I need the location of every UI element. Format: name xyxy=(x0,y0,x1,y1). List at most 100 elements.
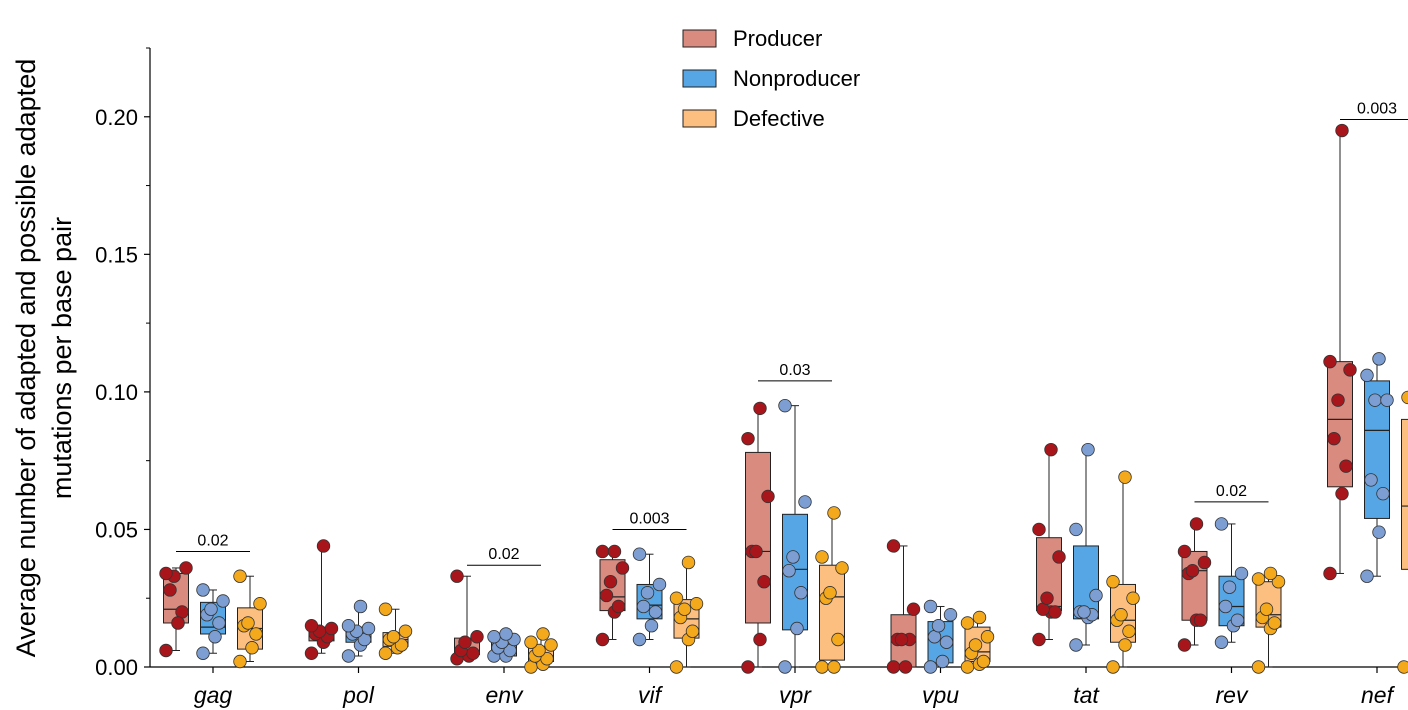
box-group xyxy=(1106,470,1140,674)
data-point xyxy=(466,646,480,660)
y-tick-label: 0.10 xyxy=(95,380,138,405)
data-point xyxy=(458,635,472,649)
data-point xyxy=(1193,613,1208,627)
data-point xyxy=(249,627,263,641)
x-tick-label: vpr xyxy=(779,682,812,708)
data-point xyxy=(1267,616,1282,630)
legend-label: Defective xyxy=(733,106,825,131)
data-point xyxy=(1197,555,1212,570)
x-tick-label: env xyxy=(485,682,524,708)
data-point xyxy=(1032,632,1046,647)
data-point xyxy=(886,660,901,674)
data-point xyxy=(778,660,792,674)
x-tick-label: tat xyxy=(1073,682,1100,708)
data-point xyxy=(1251,660,1266,674)
data-point xyxy=(216,594,230,608)
data-point xyxy=(1323,354,1337,369)
data-point xyxy=(831,632,845,647)
legend-label: Nonproducer xyxy=(733,66,860,91)
data-point xyxy=(1106,575,1120,589)
data-point xyxy=(1234,566,1249,581)
data-point xyxy=(685,624,700,638)
data-point xyxy=(204,602,218,616)
data-point xyxy=(212,616,226,630)
data-point xyxy=(524,635,538,649)
data-point xyxy=(1343,363,1357,377)
box-group xyxy=(304,539,339,660)
box-group xyxy=(1177,517,1212,652)
data-point xyxy=(316,539,331,553)
p-value-label: 0.02 xyxy=(488,546,519,563)
data-point xyxy=(1218,599,1233,614)
data-point xyxy=(233,569,247,583)
y-tick-label: 0.05 xyxy=(95,517,138,542)
data-point xyxy=(632,547,647,561)
data-point xyxy=(595,544,610,559)
data-point xyxy=(815,660,829,674)
data-point xyxy=(943,608,958,622)
y-axis-title-line: Average number of adapted and possible a… xyxy=(11,59,41,657)
box-group xyxy=(886,539,921,674)
data-point xyxy=(1331,393,1345,407)
data-point xyxy=(378,602,393,616)
data-point xyxy=(939,635,954,649)
box-group xyxy=(233,569,267,669)
box-group xyxy=(159,561,193,658)
data-point xyxy=(536,627,550,641)
data-point xyxy=(1364,473,1378,487)
p-value-label: 0.003 xyxy=(629,510,669,527)
box-group xyxy=(196,583,230,660)
x-tick-label: rev xyxy=(1216,682,1249,708)
data-point xyxy=(233,654,247,669)
data-point xyxy=(196,646,210,660)
data-point xyxy=(241,616,255,630)
y-axis-title: Average number of adapted and possible a… xyxy=(11,59,77,657)
axes: 0.00 0.05 0.10 0.15 0.20 gag pol env vif vpr vpu ta… xyxy=(95,47,1400,708)
y-tick-label: 0.15 xyxy=(95,242,138,267)
box-group xyxy=(1360,352,1394,583)
box-group xyxy=(450,569,484,666)
data-point xyxy=(1185,564,1200,578)
data-point xyxy=(1052,550,1066,564)
box-group xyxy=(524,627,558,674)
p-value-label: 0.03 xyxy=(779,362,810,379)
data-point xyxy=(1069,522,1083,537)
data-point xyxy=(761,489,775,504)
data-point xyxy=(1214,517,1229,531)
data-point xyxy=(470,630,484,644)
data-point xyxy=(648,605,663,619)
data-point xyxy=(923,599,938,614)
boxes-layer xyxy=(159,123,1408,674)
data-point xyxy=(253,597,267,611)
data-point xyxy=(827,660,841,674)
data-point xyxy=(1177,544,1192,559)
data-point xyxy=(171,616,185,630)
data-point xyxy=(1126,591,1140,605)
p-value-label: 0.02 xyxy=(1216,483,1247,500)
box-group xyxy=(632,547,667,647)
data-point xyxy=(652,577,667,592)
data-point xyxy=(1222,580,1237,594)
data-point xyxy=(677,602,692,616)
data-point xyxy=(1259,602,1274,616)
x-tick-label: nef xyxy=(1361,682,1396,708)
data-point xyxy=(640,586,655,600)
data-point xyxy=(1360,368,1374,383)
data-point xyxy=(544,638,558,652)
data-point xyxy=(1122,624,1136,638)
data-point xyxy=(823,586,837,600)
box-group xyxy=(815,506,849,674)
data-point xyxy=(753,401,767,416)
box-group xyxy=(778,398,812,674)
data-point xyxy=(611,599,626,614)
data-point xyxy=(394,638,409,652)
data-point xyxy=(1368,393,1382,407)
p-value-label: 0.003 xyxy=(1357,101,1397,118)
data-point xyxy=(757,575,771,589)
data-point xyxy=(960,616,975,630)
data-point xyxy=(324,621,339,636)
data-point xyxy=(1327,431,1341,446)
data-point xyxy=(669,591,684,605)
x-tick-label: pol xyxy=(342,682,375,708)
data-point xyxy=(827,506,841,520)
